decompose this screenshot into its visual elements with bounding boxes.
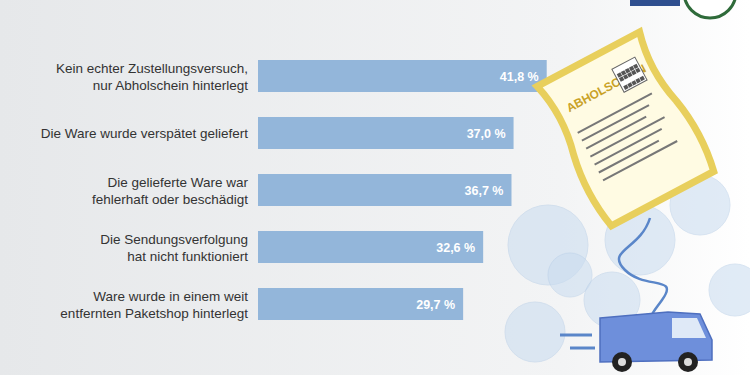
logo-bar: [630, 0, 680, 6]
qr-cell: [631, 70, 636, 75]
paper-line: [603, 141, 677, 180]
bar: [258, 231, 483, 263]
speed-line: [570, 347, 595, 350]
van-window: [672, 318, 706, 338]
category-label: Kein echter Zustellungsversuch, nur Abhol…: [56, 61, 248, 93]
qr-cell: [631, 80, 636, 85]
qr-cell: [625, 68, 630, 73]
category-label: Die Ware wurde verspätet geliefert: [41, 126, 249, 141]
label-line: hat nicht funktioniert: [127, 249, 248, 264]
chart: 41,8 % Kein echter Zustellungsversuch, nur…: [0, 0, 750, 375]
paper: ABHOLSCHEIN: [534, 30, 718, 228]
speed-line: [560, 334, 592, 337]
data-label: 36,7 %: [465, 184, 504, 198]
deco-circle: [505, 302, 565, 362]
bar: [258, 60, 547, 92]
hub: [618, 358, 626, 366]
label-line: Die Sendungsverfolgung: [100, 232, 248, 247]
data-label: 41,8 %: [500, 70, 539, 84]
wheel: [678, 352, 698, 372]
deco-circle: [709, 264, 750, 316]
paper-line: [590, 117, 664, 156]
qr-cell: [621, 70, 626, 75]
annotation: ABHOLSCHEIN: [564, 61, 648, 115]
bar: [258, 117, 514, 149]
label-line: Ware wurde in einem weit: [93, 289, 248, 304]
qr-cell: [617, 72, 622, 77]
paper-line: [582, 105, 649, 141]
hub: [684, 358, 692, 366]
qr-cell: [635, 68, 640, 73]
bars: [258, 60, 547, 320]
paper-line: [578, 93, 652, 132]
qr-cell: [629, 66, 634, 71]
paper-line: [595, 129, 662, 165]
ribbon: [619, 218, 667, 322]
qr-cell: [627, 72, 632, 77]
qr-cell: [639, 76, 644, 81]
bar: [258, 174, 511, 206]
label-line: Die gelieferte Ware war: [107, 175, 248, 190]
qr-cell: [635, 78, 640, 83]
label-line: Kein echter Zustellungsversuch,: [56, 61, 248, 76]
bar: [258, 288, 463, 320]
paper-sheet: [534, 30, 718, 228]
labels: 41,8 % Kein echter Zustellungsversuch, nur…: [41, 61, 539, 321]
data-label: 37,0 %: [467, 127, 506, 141]
label-line: fehlerhaft oder beschädigt: [92, 192, 248, 207]
qr-cell: [623, 74, 628, 79]
category-label: Die Sendungsverfolgung hat nicht funktion…: [100, 232, 248, 264]
data-label: 32,6 %: [436, 241, 475, 255]
label-line: Die Ware wurde verspätet geliefert: [41, 126, 249, 141]
qr-cell: [619, 76, 624, 81]
van: [560, 312, 712, 372]
label-line: nur Abholschein hinterlegt: [93, 78, 249, 93]
background: [0, 0, 750, 375]
qr-cell: [627, 82, 632, 87]
qr-code: [612, 57, 647, 92]
category-label: Die gelieferte Ware war fehlerhaft oder b…: [92, 175, 249, 207]
category-label: Ware wurde in einem weit entfernten Paket…: [60, 289, 248, 321]
label-line: entfernten Paketshop hinterlegt: [60, 306, 248, 321]
qr-cell: [623, 84, 628, 89]
wheel: [612, 352, 632, 372]
qr-cell: [633, 64, 638, 69]
data-label: 29,7 %: [416, 298, 455, 312]
logo-seal: [684, 0, 736, 18]
